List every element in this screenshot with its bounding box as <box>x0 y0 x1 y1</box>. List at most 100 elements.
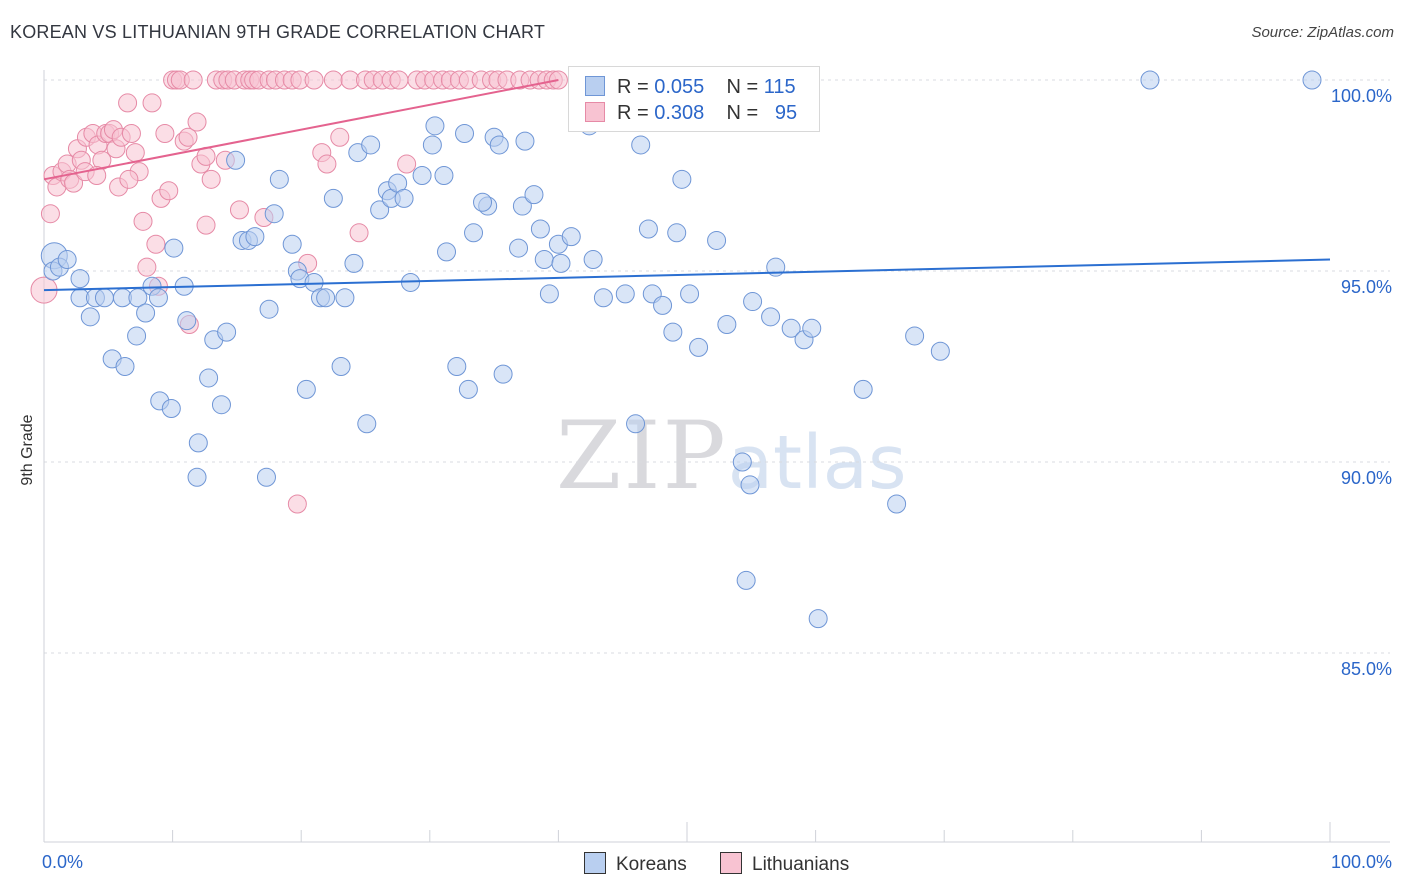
korean-point <box>447 357 467 376</box>
trend-lines <box>43 79 1331 292</box>
lithuanians-swatch <box>585 102 605 122</box>
korean-point <box>161 399 181 419</box>
lithuanian-point <box>118 93 138 113</box>
legend-row-lithuanians: R = 0.308 N = 95 <box>585 102 797 126</box>
axes <box>43 70 1390 843</box>
lithuanian-point <box>349 223 369 243</box>
korean-point <box>707 230 727 250</box>
korean-point <box>282 234 302 254</box>
lithuanian-trend-line <box>43 79 559 181</box>
legend-n-label: N = <box>726 102 759 124</box>
lithuanian-point <box>201 169 221 189</box>
lithuanians-points <box>30 70 568 514</box>
lithuanian-point <box>119 169 139 189</box>
korean-point <box>680 284 700 304</box>
korean-point <box>370 200 390 220</box>
korean-point <box>256 467 276 487</box>
korean-point <box>930 341 950 361</box>
lithuanian-point <box>330 127 350 147</box>
legend-r-label: R = <box>617 102 649 124</box>
lithuanian-point <box>159 181 179 201</box>
lithuanian-point <box>287 494 307 514</box>
korean-point <box>530 219 550 239</box>
korean-point <box>335 288 355 308</box>
korean-point <box>672 169 692 189</box>
y-tick-label: 85.0% <box>1340 659 1392 679</box>
korean-point <box>853 379 873 399</box>
lithuanian-point <box>187 112 207 132</box>
korean-point <box>361 135 381 155</box>
lithuanian-point <box>142 93 162 113</box>
korean-point <box>80 307 100 327</box>
korean-point <box>127 326 147 346</box>
legend-r-label: R = <box>617 76 649 98</box>
legend-row-koreans: R = 0.055 N = 115 <box>585 76 796 100</box>
koreans-legend-swatch <box>584 852 606 874</box>
korean-point <box>905 326 925 346</box>
korean-point <box>316 288 336 308</box>
korean-point <box>761 307 781 327</box>
korean-point <box>434 166 454 185</box>
x-tick-label-min: 0.0% <box>42 852 84 872</box>
korean-point <box>70 269 90 289</box>
korean-point <box>115 357 135 376</box>
korean-point <box>245 227 265 247</box>
korean-point <box>626 414 646 434</box>
korean-point <box>199 368 219 388</box>
gridlines <box>44 79 1390 654</box>
korean-point <box>331 357 351 376</box>
lithuanian-point <box>323 70 343 90</box>
lithuanian-point <box>121 123 141 143</box>
korean-point <box>638 219 658 239</box>
korean-point <box>211 395 231 415</box>
legend-r-value: 0.308 <box>654 102 705 124</box>
korean-point <box>489 135 509 155</box>
lithuanian-point <box>397 154 417 174</box>
korean-point <box>615 284 635 304</box>
lithuanian-point <box>389 70 409 90</box>
korean-point <box>802 318 822 338</box>
lithuanian-point <box>155 123 175 143</box>
korean-point <box>512 196 532 216</box>
korean-point <box>667 223 687 243</box>
korean-point <box>583 250 603 270</box>
korean-trend-line <box>43 258 1331 292</box>
korean-point <box>534 250 554 270</box>
korean-point <box>740 475 760 495</box>
lithuanian-point <box>133 211 153 231</box>
bottom-legend-koreans: Koreans <box>584 852 687 876</box>
koreans-points <box>40 70 1322 629</box>
korean-point <box>422 135 442 155</box>
watermark-atlas: atlas <box>727 420 907 506</box>
lithuanian-point <box>146 234 166 254</box>
korean-point <box>689 337 709 357</box>
korean-point <box>264 204 284 224</box>
korean-point <box>736 570 756 590</box>
korean-point <box>1302 70 1322 90</box>
chart-title: KOREAN VS LITHUANIAN 9TH GRADE CORRELATI… <box>10 22 546 42</box>
korean-point <box>717 314 737 334</box>
korean-point <box>781 318 801 338</box>
korean-point <box>177 311 197 331</box>
lithuanian-point <box>229 200 249 220</box>
legend-n-value: 115 <box>763 76 796 98</box>
korean-point <box>458 379 478 399</box>
korean-point <box>259 299 279 319</box>
korean-point <box>94 288 114 308</box>
lithuanian-point <box>125 143 145 163</box>
y-tick-label: 90.0% <box>1340 468 1392 488</box>
korean-point <box>357 414 377 434</box>
korean-point <box>464 223 484 243</box>
korean-point <box>164 238 184 258</box>
lithuanian-point <box>317 154 337 174</box>
korean-point <box>455 123 475 143</box>
y-tick-label: 95.0% <box>1340 277 1392 297</box>
korean-point <box>732 452 752 472</box>
korean-point <box>631 135 651 155</box>
korean-point <box>188 433 208 453</box>
korean-point <box>148 288 168 308</box>
korean-point <box>187 467 207 487</box>
korean-point <box>663 322 683 342</box>
korean-point <box>217 322 237 342</box>
korean-point <box>57 250 77 270</box>
